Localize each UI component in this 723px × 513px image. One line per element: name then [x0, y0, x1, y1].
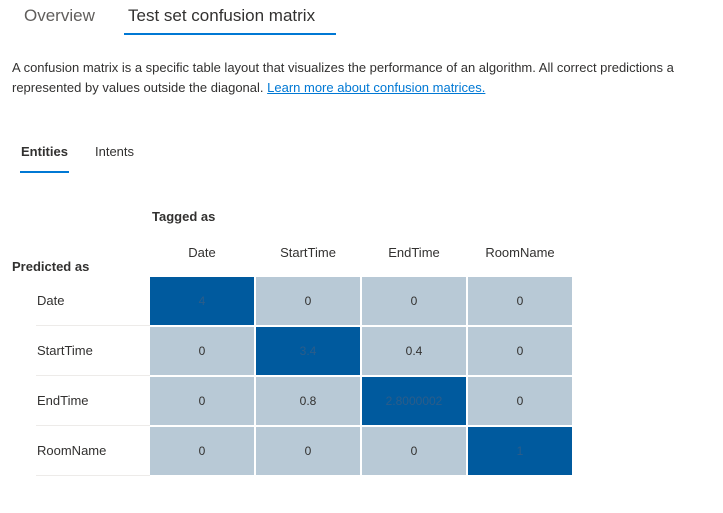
predicted-as-label: Predicted as: [12, 259, 90, 274]
matrix-cell[interactable]: 0.8: [256, 377, 360, 425]
description-line-2: represented by values outside the diagon…: [12, 78, 723, 98]
row-label-starttime: StartTime: [37, 343, 93, 358]
description: A confusion matrix is a specific table l…: [12, 58, 723, 98]
description-line-1: A confusion matrix is a specific table l…: [12, 60, 674, 75]
row-divider: [36, 425, 150, 426]
column-header-roomname: RoomName: [485, 245, 555, 260]
matrix-cell[interactable]: 0: [256, 427, 360, 475]
row-divider: [36, 375, 150, 376]
row-label-date: Date: [37, 293, 65, 308]
matrix-cell[interactable]: 0: [362, 427, 466, 475]
column-header-endtime: EndTime: [388, 245, 440, 260]
active-sub-tab-indicator: [20, 171, 69, 173]
description-text: represented by values outside the diagon…: [12, 80, 264, 95]
matrix-cell[interactable]: 0: [468, 377, 572, 425]
matrix-cell[interactable]: 2.8000002: [362, 377, 466, 425]
matrix-cell[interactable]: 4: [150, 277, 254, 325]
matrix-cell[interactable]: 0.4: [362, 327, 466, 375]
column-header-date: Date: [188, 245, 216, 260]
matrix-cell[interactable]: 0: [256, 277, 360, 325]
column-header-starttime: StartTime: [280, 245, 336, 260]
matrix-cell[interactable]: 1: [468, 427, 572, 475]
top-tab-bar: Overview Test set confusion matrix: [0, 0, 723, 40]
matrix-cell[interactable]: 3.4: [256, 327, 360, 375]
matrix-cell[interactable]: 0: [468, 327, 572, 375]
tab-test-set-confusion-matrix[interactable]: Test set confusion matrix: [128, 6, 316, 25]
row-divider: [36, 325, 150, 326]
matrix-cell[interactable]: 0: [362, 277, 466, 325]
matrix-cell[interactable]: 0: [468, 277, 572, 325]
active-tab-indicator: [124, 33, 336, 35]
matrix-cell[interactable]: 0: [150, 327, 254, 375]
learn-more-link[interactable]: Learn more about confusion matrices.: [267, 80, 486, 95]
row-label-roomname: RoomName: [37, 443, 107, 458]
tab-intents[interactable]: Intents: [95, 144, 135, 159]
row-label-endtime: EndTime: [37, 393, 89, 408]
tab-overview[interactable]: Overview: [24, 6, 95, 25]
matrix-cell[interactable]: 0: [150, 377, 254, 425]
tagged-as-label: Tagged as: [152, 209, 216, 224]
matrix-cell[interactable]: 0: [150, 427, 254, 475]
tab-entities[interactable]: Entities: [21, 144, 68, 159]
row-divider: [36, 475, 150, 476]
